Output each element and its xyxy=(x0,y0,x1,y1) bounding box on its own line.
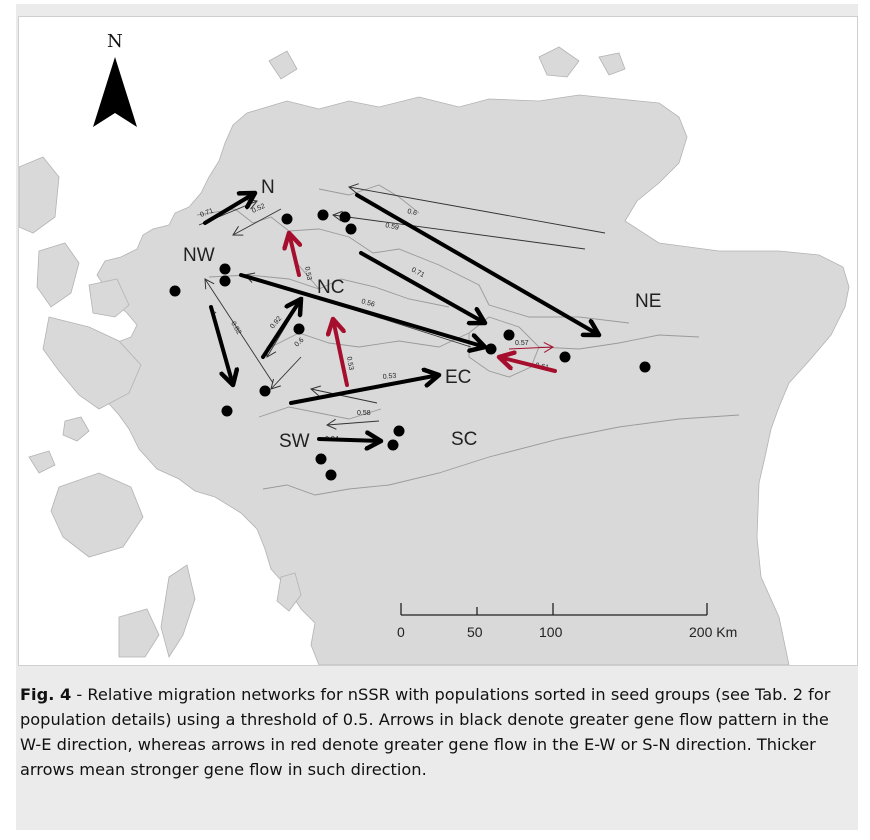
black-arrows xyxy=(203,193,599,441)
map-svg: N 0.71 0.52 0.53 0.6 0.59 0.71 0.56 0.92… xyxy=(19,31,850,665)
scale-tick-100: 100 xyxy=(539,624,563,640)
weight-06a: 0.6 xyxy=(407,208,418,217)
arrow-ne-ec-red xyxy=(499,357,557,373)
arrow-nw-ec xyxy=(239,273,485,347)
north-label: N xyxy=(107,31,123,52)
arrow-nc-ec xyxy=(359,251,485,323)
weight-056: 0.56 xyxy=(360,298,375,309)
label-nc: NC xyxy=(317,277,344,298)
island-1 xyxy=(36,242,80,308)
weight-053b: 0.53 xyxy=(345,356,354,371)
label-nw: NW xyxy=(183,245,215,266)
arrow-sw-nc-red xyxy=(333,319,349,387)
weight-057: 0.57 xyxy=(515,340,529,347)
map-frame: N 0.71 0.52 0.53 0.6 0.59 0.71 0.56 0.92… xyxy=(18,16,858,666)
region-labels: N NW NC NE EC SW SC xyxy=(183,177,661,452)
weight-058: 0.58 xyxy=(357,410,371,417)
red-arrows xyxy=(289,233,557,387)
weight-071: 0.71 xyxy=(199,208,214,219)
label-sc: SC xyxy=(451,429,477,450)
arrow-n-ne xyxy=(355,193,599,335)
island-arran xyxy=(276,572,302,612)
caption-text: - Relative migration networks for nSSR w… xyxy=(20,685,831,779)
arrow-nc-n-red xyxy=(289,233,299,277)
weight-052: 0.52 xyxy=(251,203,266,215)
north-arrow: N xyxy=(93,31,137,127)
north-arrow-icon xyxy=(93,57,137,127)
caption-label: Fig. 4 xyxy=(20,685,72,704)
region-boundaries xyxy=(196,184,740,496)
scale-tick-200: 200 Km xyxy=(689,624,737,640)
label-ne: NE xyxy=(635,291,661,312)
island-orkney-2 xyxy=(598,52,626,76)
scale-bar-labels: 0 50 100 200 Km xyxy=(397,624,737,640)
arrow-nw-n xyxy=(203,193,255,225)
label-sw: SW xyxy=(279,431,310,452)
weight-053c: 0.53 xyxy=(382,373,396,381)
arrow-sw-ec xyxy=(289,375,439,405)
land-layer xyxy=(19,46,850,665)
figure-caption: Fig. 4 - Relative migration networks for… xyxy=(20,682,850,782)
island-north-1 xyxy=(268,50,298,80)
label-ec: EC xyxy=(445,367,471,388)
island-mull xyxy=(50,472,144,558)
population-dots xyxy=(169,209,651,481)
island-islay xyxy=(118,608,160,658)
scale-bar xyxy=(400,603,708,616)
island-orkney xyxy=(538,46,580,78)
island-coll xyxy=(28,450,56,474)
mainland-scotland xyxy=(78,94,850,665)
weight-059: 0.59 xyxy=(385,222,400,232)
arrow-sw-nc xyxy=(261,299,301,359)
scale-tick-50: 50 xyxy=(467,624,483,640)
island-skye xyxy=(42,316,142,410)
arrow-nw-sw xyxy=(209,305,233,385)
weight-053a: 0.53 xyxy=(303,266,312,281)
island-rum xyxy=(62,416,90,442)
label-n: N xyxy=(261,177,275,198)
island-lewis xyxy=(19,156,60,234)
arrow-sw-sc xyxy=(317,439,381,441)
island-jura xyxy=(160,564,196,658)
island-2 xyxy=(88,278,130,318)
weight-06b: 0.6 xyxy=(294,337,306,349)
scale-tick-0: 0 xyxy=(397,624,405,640)
